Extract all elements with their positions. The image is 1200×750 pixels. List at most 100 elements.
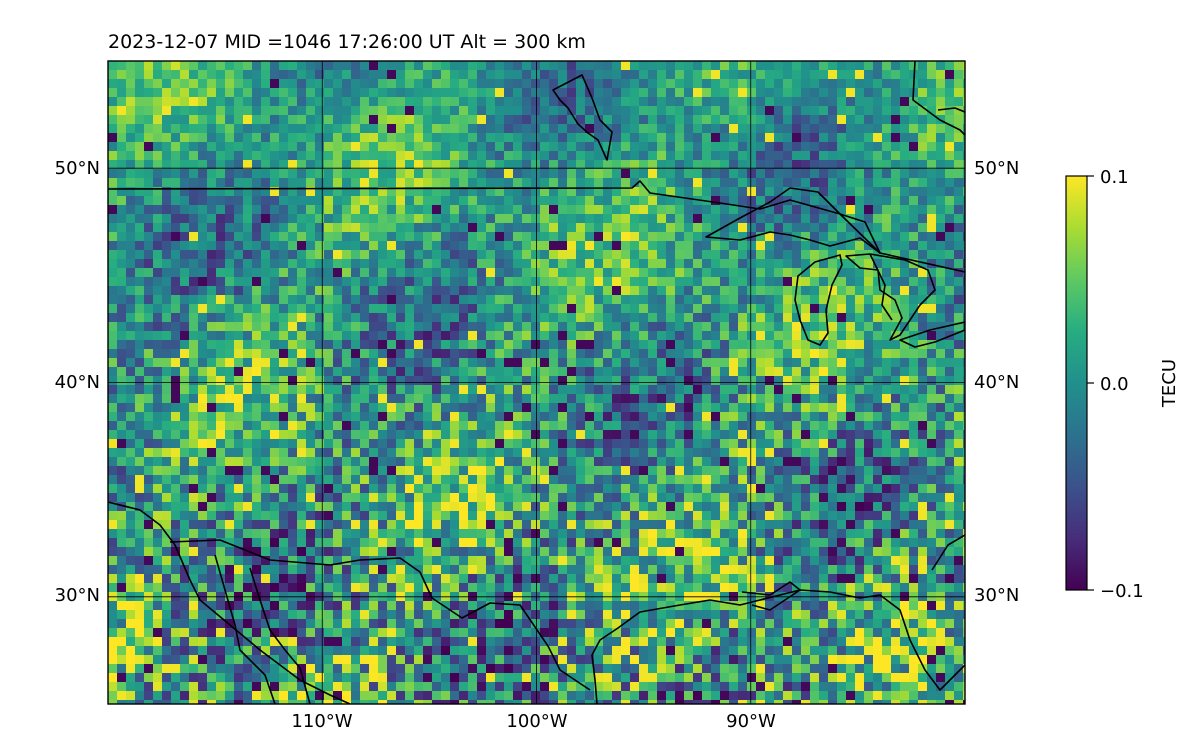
tec-cell — [180, 430, 190, 440]
tec-cell — [225, 241, 235, 251]
tec-cell — [954, 448, 964, 458]
tec-cell — [279, 484, 289, 494]
tec-cell — [207, 403, 217, 413]
tec-cell — [846, 448, 856, 458]
tec-cell — [432, 241, 442, 251]
tec-cell — [333, 61, 343, 71]
tec-cell — [702, 475, 712, 485]
tec-cell — [279, 160, 289, 170]
tec-cell — [702, 187, 712, 197]
tec-cell — [738, 502, 748, 512]
tec-cell — [477, 358, 487, 368]
tec-cell — [729, 196, 739, 206]
tec-cell — [117, 520, 127, 530]
tec-cell — [918, 178, 928, 188]
tec-cell — [936, 313, 946, 323]
tec-cell — [711, 268, 721, 278]
tec-cell — [369, 502, 379, 512]
tec-cell — [738, 214, 748, 224]
tec-cell — [243, 286, 253, 296]
tec-cell — [783, 367, 793, 377]
tec-cell — [666, 466, 676, 476]
tec-cell — [171, 169, 181, 179]
tec-cell — [648, 277, 658, 287]
tec-cell — [738, 196, 748, 206]
tec-cell — [666, 511, 676, 521]
tec-cell — [396, 250, 406, 260]
tec-cell — [153, 151, 163, 161]
tec-cell — [567, 142, 577, 152]
tec-cell — [585, 151, 595, 161]
tec-cell — [306, 376, 316, 386]
tec-cell — [396, 295, 406, 305]
tec-cell — [801, 448, 811, 458]
tec-cell — [396, 142, 406, 152]
tec-cell — [837, 241, 847, 251]
tec-cell — [288, 133, 298, 143]
tec-cell — [117, 340, 127, 350]
tec-cell — [567, 412, 577, 422]
tec-cell — [909, 349, 919, 359]
tec-cell — [873, 304, 883, 314]
tec-cell — [306, 286, 316, 296]
tec-cell — [396, 376, 406, 386]
tec-cell — [288, 394, 298, 404]
tec-cell — [729, 250, 739, 260]
tec-cell — [648, 349, 658, 359]
tec-cell — [108, 214, 118, 224]
tec-cell — [513, 511, 523, 521]
tec-cell — [108, 196, 118, 206]
tec-cell — [837, 286, 847, 296]
tec-cell — [270, 430, 280, 440]
tec-cell — [801, 520, 811, 530]
tec-cell — [927, 331, 937, 341]
tec-cell — [306, 421, 316, 431]
tec-cell — [504, 376, 514, 386]
tec-cell — [198, 358, 208, 368]
tec-cell — [810, 295, 820, 305]
tec-cell — [288, 376, 298, 386]
tec-cell — [639, 340, 649, 350]
tec-cell — [747, 322, 757, 332]
tec-cell — [900, 277, 910, 287]
tec-cell — [342, 394, 352, 404]
tec-cell — [675, 178, 685, 188]
tec-cell — [621, 466, 631, 476]
tec-cell — [864, 178, 874, 188]
tec-cell — [558, 394, 568, 404]
tec-cell — [198, 250, 208, 260]
tec-cell — [180, 493, 190, 503]
tec-cell — [234, 232, 244, 242]
tec-cell — [909, 484, 919, 494]
tec-cell — [630, 421, 640, 431]
tec-cell — [531, 304, 541, 314]
tec-cell — [558, 457, 568, 467]
tec-cell — [234, 250, 244, 260]
tec-cell — [927, 286, 937, 296]
tec-cell — [864, 322, 874, 332]
tec-cell — [891, 385, 901, 395]
tec-cell — [585, 133, 595, 143]
tec-cell — [738, 295, 748, 305]
tec-cell — [117, 151, 127, 161]
tec-cell — [351, 484, 361, 494]
tec-cell — [801, 349, 811, 359]
tec-cell — [432, 520, 442, 530]
tec-cell — [729, 457, 739, 467]
tec-cell — [459, 511, 469, 521]
tec-cell — [873, 439, 883, 449]
tec-cell — [666, 322, 676, 332]
tec-cell — [918, 295, 928, 305]
tec-cell — [369, 493, 379, 503]
tec-cell — [342, 79, 352, 89]
tec-cell — [270, 475, 280, 485]
tec-cell — [315, 70, 325, 80]
tec-cell — [135, 223, 145, 233]
tec-cell — [468, 340, 478, 350]
tec-cell — [234, 223, 244, 233]
tec-cell — [801, 241, 811, 251]
tec-cell — [936, 358, 946, 368]
tec-cell — [369, 115, 379, 125]
tec-cell — [945, 70, 955, 80]
tec-cell — [432, 196, 442, 206]
